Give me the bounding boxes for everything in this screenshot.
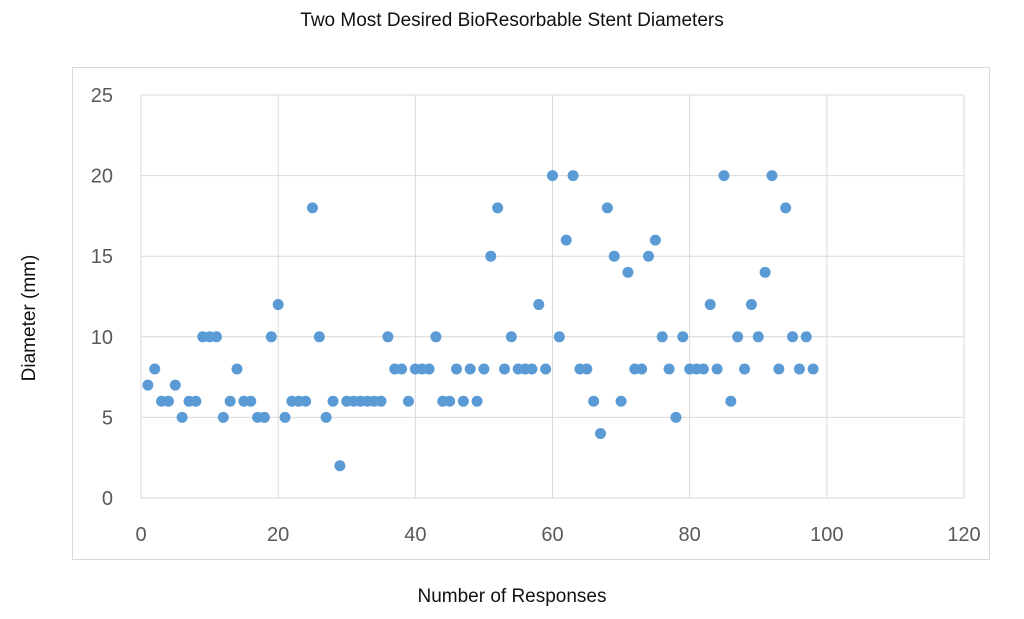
data-point-0-59 (547, 170, 558, 182)
x-tick-label-4: 80 (679, 524, 701, 546)
data-point-0-44 (444, 395, 456, 407)
data-point-0-46 (457, 395, 469, 407)
data-point-0-96 (800, 331, 812, 343)
data-point-0-77 (670, 411, 682, 423)
data-point-0-87 (739, 363, 751, 375)
data-point-0-11 (217, 411, 229, 423)
data-point-0-56 (526, 363, 538, 375)
y-tick-label-5: 25 (91, 85, 113, 107)
data-point-0-15 (245, 395, 257, 407)
data-point-0-88 (745, 299, 757, 311)
data-point-0-61 (560, 234, 572, 246)
data-point-0-83 (711, 363, 723, 375)
data-points (142, 170, 819, 472)
data-point-0-62 (567, 170, 579, 182)
data-point-0-47 (464, 363, 476, 375)
data-point-0-66 (595, 428, 607, 440)
x-tick-label-3: 60 (541, 524, 563, 546)
data-point-0-90 (759, 266, 771, 278)
y-tick-labels: 0 5 10 15 20 25 (91, 85, 113, 510)
data-point-0-49 (478, 363, 490, 375)
data-point-0-95 (793, 363, 805, 375)
y-tick-label-4: 20 (91, 166, 113, 188)
data-point-0-50 (485, 250, 497, 262)
data-point-0-69 (615, 395, 627, 407)
data-point-0-82 (704, 299, 716, 311)
data-point-0-26 (320, 411, 332, 423)
y-tick-label-0: 0 (102, 488, 113, 510)
data-point-0-48 (471, 395, 483, 407)
data-point-0-64 (581, 363, 593, 375)
data-point-0-67 (601, 202, 613, 214)
data-point-0-27 (327, 395, 339, 407)
data-point-0-7 (190, 395, 202, 407)
data-point-0-4 (169, 379, 181, 391)
x-tick-label-0: 0 (135, 524, 146, 546)
data-point-0-85 (725, 395, 737, 407)
plot-area-border (72, 67, 990, 560)
data-point-0-42 (430, 331, 442, 343)
data-point-0-17 (258, 411, 270, 423)
data-point-0-86 (732, 331, 744, 343)
x-axis-label: Number of Responses (417, 586, 607, 607)
data-point-0-18 (265, 331, 277, 343)
x-gridlines (140, 95, 965, 498)
data-point-0-60 (553, 331, 565, 343)
data-point-0-70 (622, 266, 634, 278)
data-point-0-68 (608, 250, 620, 262)
data-point-0-89 (752, 331, 764, 343)
data-point-0-35 (382, 331, 394, 343)
data-point-0-12 (224, 395, 236, 407)
data-point-0-76 (663, 363, 675, 375)
data-point-0-93 (780, 202, 792, 214)
data-point-0-65 (588, 395, 600, 407)
data-point-0-41 (423, 363, 435, 375)
data-point-0-58 (540, 363, 552, 375)
data-point-0-52 (498, 363, 510, 375)
data-point-0-28 (334, 460, 346, 472)
data-point-0-23 (300, 395, 312, 407)
x-tick-label-5: 100 (810, 524, 843, 546)
data-point-0-38 (402, 395, 414, 407)
data-point-0-97 (807, 363, 819, 375)
data-point-0-73 (643, 250, 655, 262)
x-tick-label-6: 120 (947, 524, 980, 546)
data-point-0-3 (162, 395, 174, 407)
data-point-0-0 (142, 379, 154, 391)
data-point-0-81 (697, 363, 709, 375)
data-point-0-24 (306, 202, 318, 214)
data-point-0-57 (533, 299, 545, 311)
data-point-0-45 (450, 363, 462, 375)
data-point-0-13 (231, 363, 243, 375)
data-point-0-20 (279, 411, 291, 423)
y-tick-label-2: 10 (91, 327, 113, 349)
data-point-0-91 (766, 170, 778, 182)
data-point-0-37 (396, 363, 408, 375)
y-tick-label-1: 5 (102, 407, 113, 429)
data-point-0-1 (149, 363, 161, 375)
chart-title: Two Most Desired BioResorbable Stent Dia… (300, 10, 724, 31)
data-point-0-10 (210, 331, 222, 343)
x-tick-label-2: 40 (404, 524, 426, 546)
data-point-0-74 (649, 234, 661, 246)
y-tick-label-3: 15 (91, 246, 113, 268)
data-point-0-75 (656, 331, 668, 343)
data-point-0-78 (677, 331, 689, 343)
data-point-0-72 (636, 363, 648, 375)
data-point-0-5 (176, 411, 188, 423)
data-point-0-19 (272, 299, 284, 311)
x-tick-label-1: 20 (267, 524, 289, 546)
data-point-0-51 (492, 202, 504, 214)
x-tick-labels: 0 20 40 60 80 100 120 (135, 524, 980, 546)
data-point-0-92 (773, 363, 785, 375)
data-point-0-53 (505, 331, 517, 343)
data-point-0-84 (718, 170, 730, 182)
data-point-0-25 (313, 331, 325, 343)
data-point-0-34 (375, 395, 387, 407)
data-point-0-94 (787, 331, 799, 343)
